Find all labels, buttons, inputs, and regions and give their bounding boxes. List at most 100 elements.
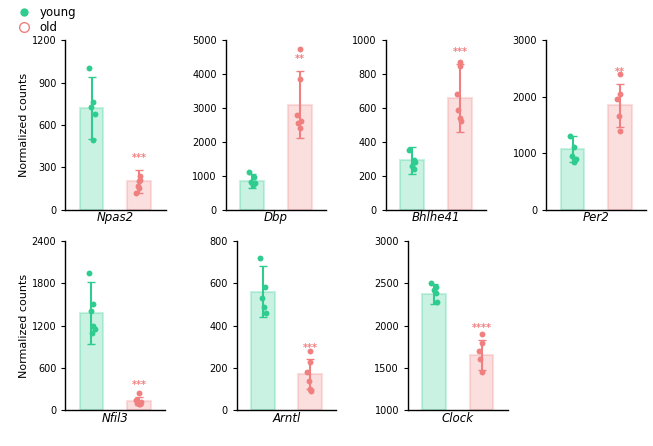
Point — [131, 189, 142, 196]
Point — [305, 347, 315, 355]
Point — [477, 330, 487, 338]
Bar — [80, 313, 103, 410]
Point — [302, 368, 313, 376]
Point — [257, 294, 268, 301]
Point — [134, 401, 144, 408]
Bar — [240, 181, 264, 210]
Bar — [470, 355, 494, 410]
Y-axis label: Normalized counts: Normalized counts — [19, 73, 29, 177]
Point — [259, 303, 270, 310]
Point — [244, 169, 254, 176]
Point — [84, 65, 94, 72]
Point — [246, 178, 257, 186]
Text: ***: *** — [131, 380, 146, 390]
Bar — [127, 401, 151, 410]
Bar — [609, 105, 632, 210]
Point — [304, 377, 314, 384]
Point — [452, 91, 462, 98]
Point — [473, 347, 484, 355]
Point — [306, 388, 317, 395]
Point — [407, 162, 417, 169]
Point — [431, 284, 441, 291]
Point — [409, 157, 419, 164]
Point — [134, 389, 144, 396]
Point — [135, 172, 145, 179]
Point — [410, 159, 421, 166]
Point — [86, 103, 97, 110]
Point — [455, 58, 466, 66]
Point — [454, 62, 465, 69]
Point — [428, 286, 439, 293]
Point — [613, 113, 624, 120]
Point — [134, 178, 144, 185]
X-axis label: Clock: Clock — [442, 412, 474, 425]
Bar — [448, 98, 472, 210]
Point — [295, 45, 305, 52]
Y-axis label: Normalized counts: Normalized counts — [19, 273, 29, 378]
X-axis label: Nfil3: Nfil3 — [102, 412, 129, 425]
Text: **: ** — [295, 54, 304, 64]
Point — [430, 290, 441, 297]
Point — [295, 75, 305, 83]
X-axis label: Dbp: Dbp — [264, 211, 288, 224]
Point — [432, 298, 443, 306]
Point — [255, 254, 265, 261]
Point — [249, 174, 259, 181]
Point — [305, 385, 315, 392]
Point — [86, 308, 96, 315]
Point — [475, 356, 485, 363]
Point — [88, 301, 99, 308]
Point — [477, 368, 487, 376]
Point — [89, 110, 100, 117]
Point — [296, 118, 306, 125]
Bar — [127, 182, 151, 210]
Point — [426, 280, 437, 287]
Point — [88, 99, 99, 106]
Point — [291, 111, 302, 118]
Text: ***: *** — [453, 47, 468, 57]
Point — [305, 358, 315, 365]
Point — [89, 326, 100, 333]
Point — [248, 182, 259, 189]
X-axis label: Per2: Per2 — [583, 211, 610, 224]
Point — [404, 147, 415, 154]
Text: ***: *** — [132, 153, 147, 163]
Point — [564, 132, 575, 140]
Text: ***: *** — [303, 343, 318, 353]
Point — [615, 70, 626, 78]
Point — [86, 329, 97, 336]
Point — [615, 127, 626, 134]
Point — [131, 397, 141, 404]
Point — [295, 125, 305, 132]
Point — [454, 115, 465, 122]
Bar — [80, 108, 103, 210]
Bar — [560, 149, 584, 210]
Point — [135, 176, 146, 183]
Point — [136, 398, 146, 405]
Text: ****: **** — [471, 323, 492, 333]
Point — [456, 118, 466, 125]
Point — [261, 310, 271, 317]
Point — [133, 182, 143, 189]
Legend: young, old: young, old — [12, 6, 76, 34]
Bar — [422, 294, 446, 410]
Point — [569, 158, 579, 165]
Point — [88, 322, 98, 329]
Point — [135, 401, 145, 408]
Point — [88, 137, 98, 144]
Point — [293, 120, 303, 127]
Bar — [251, 292, 275, 410]
Point — [134, 185, 144, 192]
X-axis label: Npas2: Npas2 — [97, 211, 134, 224]
Point — [84, 269, 94, 276]
Text: **: ** — [615, 67, 625, 77]
Point — [453, 106, 464, 113]
Point — [132, 400, 142, 407]
Point — [612, 96, 622, 103]
Point — [571, 155, 581, 162]
Point — [615, 90, 626, 97]
X-axis label: Bhlhe41: Bhlhe41 — [412, 211, 460, 224]
Bar — [400, 161, 424, 210]
X-axis label: Arntl: Arntl — [272, 412, 300, 425]
Point — [250, 180, 261, 187]
